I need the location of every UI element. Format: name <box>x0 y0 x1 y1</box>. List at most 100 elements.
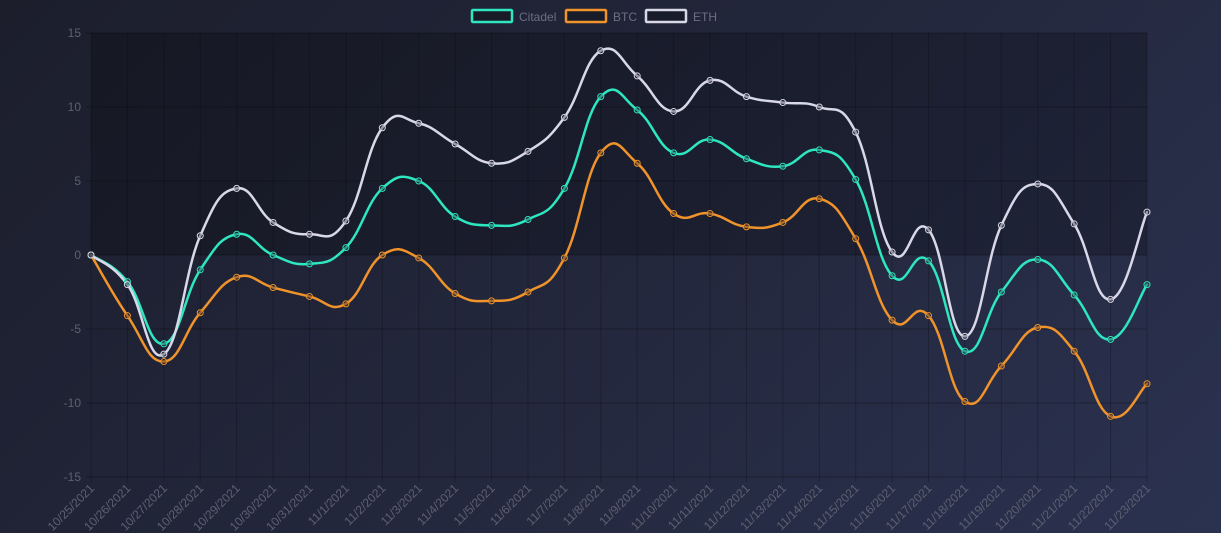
data-point-btc[interactable] <box>742 223 750 231</box>
data-point-eth[interactable] <box>888 248 896 256</box>
data-point-eth[interactable] <box>742 93 750 101</box>
data-point-eth[interactable] <box>123 281 131 289</box>
data-point-eth[interactable] <box>670 107 678 115</box>
legend-item-eth[interactable]: ETH <box>644 8 717 24</box>
data-point-btc[interactable] <box>451 289 459 297</box>
data-point-eth[interactable] <box>87 251 95 259</box>
legend-item-citadel[interactable]: Citadel <box>470 8 556 24</box>
data-point-eth[interactable] <box>961 332 969 340</box>
data-point-citadel[interactable] <box>378 184 386 192</box>
data-point-eth[interactable] <box>305 230 313 238</box>
data-point-eth[interactable] <box>779 99 787 107</box>
y-tick-label: 0 <box>74 248 81 262</box>
data-point-citadel[interactable] <box>597 93 605 101</box>
data-point-citadel[interactable] <box>670 149 678 157</box>
data-point-citadel[interactable] <box>196 266 204 274</box>
data-point-eth[interactable] <box>160 350 168 358</box>
data-point-eth[interactable] <box>233 184 241 192</box>
data-point-eth[interactable] <box>342 217 350 225</box>
data-point-btc[interactable] <box>524 288 532 296</box>
data-point-btc[interactable] <box>961 398 969 406</box>
data-point-btc[interactable] <box>779 218 787 226</box>
data-point-btc[interactable] <box>670 210 678 218</box>
data-point-eth[interactable] <box>524 147 532 155</box>
data-point-citadel[interactable] <box>961 347 969 355</box>
data-point-btc[interactable] <box>342 300 350 308</box>
data-point-eth[interactable] <box>378 124 386 132</box>
data-point-btc[interactable] <box>597 149 605 157</box>
data-point-citadel[interactable] <box>706 136 714 144</box>
data-point-citadel[interactable] <box>415 177 423 185</box>
data-point-citadel[interactable] <box>815 146 823 154</box>
data-point-eth[interactable] <box>815 103 823 111</box>
data-point-citadel[interactable] <box>852 176 860 184</box>
data-point-citadel[interactable] <box>1034 255 1042 263</box>
legend-label-btc: BTC <box>613 10 637 24</box>
data-point-citadel[interactable] <box>560 184 568 192</box>
data-point-eth[interactable] <box>1070 220 1078 228</box>
data-point-btc[interactable] <box>888 316 896 324</box>
data-point-btc[interactable] <box>815 195 823 203</box>
data-point-citadel[interactable] <box>779 162 787 170</box>
y-tick-label: 15 <box>68 26 82 40</box>
data-point-btc[interactable] <box>997 362 1005 370</box>
y-tick-label: -15 <box>64 470 82 484</box>
data-point-btc[interactable] <box>123 312 131 320</box>
data-point-eth[interactable] <box>560 113 568 121</box>
data-point-eth[interactable] <box>1143 208 1151 216</box>
data-point-citadel[interactable] <box>451 213 459 221</box>
legend-label-citadel: Citadel <box>519 10 556 24</box>
data-point-btc[interactable] <box>269 284 277 292</box>
data-point-citadel[interactable] <box>742 155 750 163</box>
data-point-btc[interactable] <box>415 254 423 262</box>
data-point-btc[interactable] <box>488 297 496 305</box>
data-point-citadel[interactable] <box>997 288 1005 296</box>
series-points <box>87 47 1151 420</box>
data-point-citadel[interactable] <box>160 340 168 348</box>
data-point-citadel[interactable] <box>1107 335 1115 343</box>
data-point-citadel[interactable] <box>524 215 532 223</box>
data-point-btc[interactable] <box>1143 380 1151 388</box>
data-point-btc[interactable] <box>633 159 641 167</box>
data-point-citadel[interactable] <box>488 221 496 229</box>
data-point-btc[interactable] <box>233 273 241 281</box>
data-point-btc[interactable] <box>378 251 386 259</box>
data-point-citadel[interactable] <box>305 260 313 268</box>
data-point-btc[interactable] <box>852 235 860 243</box>
data-point-eth[interactable] <box>1107 295 1115 303</box>
data-point-eth[interactable] <box>706 76 714 84</box>
data-point-citadel[interactable] <box>1143 281 1151 289</box>
data-point-citadel[interactable] <box>342 244 350 252</box>
data-point-eth[interactable] <box>269 218 277 226</box>
data-point-btc[interactable] <box>1070 347 1078 355</box>
data-point-eth[interactable] <box>451 140 459 148</box>
data-point-eth[interactable] <box>488 159 496 167</box>
data-point-eth[interactable] <box>1034 180 1042 188</box>
data-point-eth[interactable] <box>196 232 204 240</box>
data-point-eth[interactable] <box>633 72 641 80</box>
series-line-citadel <box>89 88 1149 353</box>
data-point-eth[interactable] <box>415 119 423 127</box>
data-point-citadel[interactable] <box>1070 291 1078 299</box>
data-point-eth[interactable] <box>997 221 1005 229</box>
legend-item-btc[interactable]: BTC <box>564 8 637 24</box>
data-point-eth[interactable] <box>925 226 933 234</box>
data-point-citadel[interactable] <box>888 272 896 280</box>
data-point-btc[interactable] <box>160 358 168 366</box>
data-point-citadel[interactable] <box>633 106 641 114</box>
data-point-eth[interactable] <box>852 128 860 136</box>
data-point-btc[interactable] <box>560 254 568 262</box>
data-point-citadel[interactable] <box>269 251 277 259</box>
data-point-btc[interactable] <box>706 210 714 218</box>
data-point-btc[interactable] <box>196 309 204 317</box>
data-point-btc[interactable] <box>305 292 313 300</box>
data-point-btc[interactable] <box>1107 412 1115 420</box>
data-point-btc[interactable] <box>925 312 933 320</box>
data-point-citadel[interactable] <box>233 230 241 238</box>
legend-swatch-eth <box>644 8 688 24</box>
data-point-btc[interactable] <box>1034 324 1042 332</box>
data-point-eth[interactable] <box>597 47 605 55</box>
data-point-citadel[interactable] <box>925 257 933 265</box>
